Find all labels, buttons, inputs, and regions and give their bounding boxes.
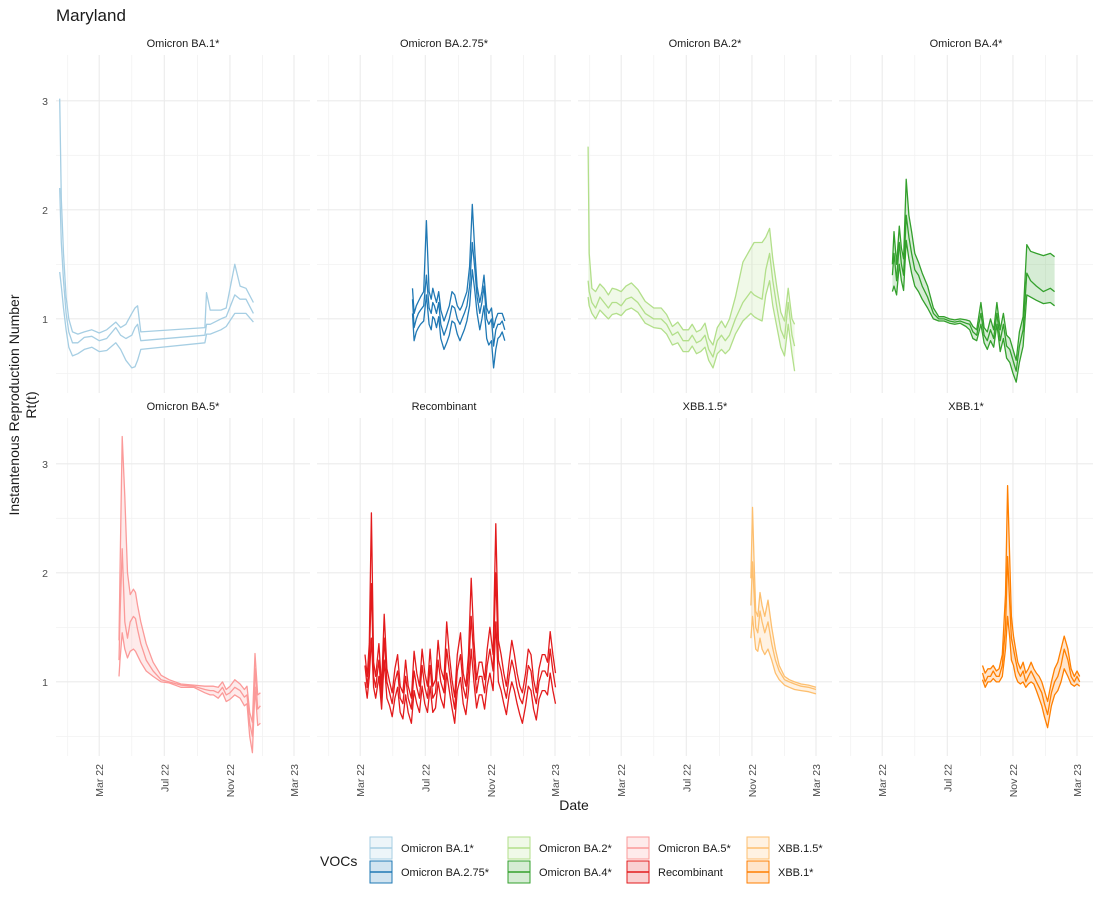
legend-label: Recombinant bbox=[658, 867, 723, 879]
x-tick-label: Jul 22 bbox=[159, 764, 171, 792]
legend-label: Omicron BA.4* bbox=[539, 867, 612, 879]
estimate-line bbox=[59, 187, 254, 344]
x-tick-label: Nov 22 bbox=[225, 764, 237, 797]
confidence-ribbon bbox=[750, 507, 816, 694]
x-tick-label: Mar 22 bbox=[355, 764, 367, 797]
legend-item: Omicron BA.1* bbox=[369, 836, 474, 860]
legend-label: Omicron BA.5* bbox=[658, 843, 731, 855]
facet-panel: Recombinant Mar 22 Jul 22 Nov 22 Mar 23 bbox=[317, 401, 571, 797]
legend-title: VOCs bbox=[320, 853, 357, 869]
estimate-line bbox=[750, 561, 817, 691]
facet-strip-label: Omicron BA.5* bbox=[147, 401, 220, 413]
x-tick-label: Nov 22 bbox=[747, 764, 759, 797]
x-tick-label: Mar 23 bbox=[550, 764, 562, 797]
estimate-line bbox=[587, 252, 796, 358]
upper-bound-line bbox=[364, 512, 557, 699]
y-tick-label: 1 bbox=[42, 677, 48, 689]
y-tick-label: 3 bbox=[42, 96, 48, 108]
legend-item: Omicron BA.4* bbox=[507, 860, 612, 884]
confidence-ribbon bbox=[982, 485, 1080, 728]
legend-label: XBB.1* bbox=[778, 867, 814, 879]
upper-bound-line bbox=[981, 484, 1081, 703]
lower-bound-line bbox=[411, 269, 506, 369]
facet-strip-label: XBB.1* bbox=[948, 401, 984, 413]
legend-label: XBB.1.5* bbox=[778, 843, 823, 855]
x-axis-title: Date bbox=[559, 797, 589, 813]
upper-bound-line bbox=[891, 178, 1055, 361]
legend-label: Omicron BA.2* bbox=[539, 843, 612, 855]
y-tick-label: 1 bbox=[42, 314, 48, 326]
y-tick-label: 3 bbox=[42, 459, 48, 471]
facet-panel: Omicron BA.4* bbox=[839, 38, 1093, 393]
estimate-line bbox=[891, 214, 1055, 372]
facet-strip-label: XBB.1.5* bbox=[683, 401, 728, 413]
facet-strip-label: Omicron BA.4* bbox=[930, 38, 1003, 50]
facet-strip-label: Recombinant bbox=[412, 401, 477, 413]
y-tick-label: 2 bbox=[42, 568, 48, 580]
legend-label: Omicron BA.1* bbox=[401, 843, 474, 855]
y-axis-title-line-1: Instantenous Reproduction Number bbox=[6, 294, 22, 515]
lower-bound-line bbox=[59, 271, 254, 369]
legend-item: Omicron BA.2* bbox=[507, 836, 612, 860]
x-tick-label: Mar 22 bbox=[877, 764, 889, 797]
x-tick-label: Mar 22 bbox=[94, 764, 106, 797]
legend-item: XBB.1* bbox=[746, 860, 814, 884]
legend-item: Omicron BA.5* bbox=[626, 836, 731, 860]
facet-panel: Omicron BA.2.75* bbox=[317, 38, 571, 393]
x-tick-label: Nov 22 bbox=[486, 764, 498, 797]
estimate-line bbox=[411, 241, 506, 347]
estimate-line bbox=[364, 572, 557, 710]
upper-bound-line bbox=[750, 506, 817, 688]
upper-bound-line bbox=[118, 435, 261, 723]
facet-strip-label: Omicron BA.1* bbox=[147, 38, 220, 50]
x-tick-label: Mar 23 bbox=[811, 764, 823, 797]
y-tick-label: 2 bbox=[42, 205, 48, 217]
lower-bound-line bbox=[118, 632, 261, 754]
x-tick-label: Jul 22 bbox=[681, 764, 693, 792]
legend: Omicron BA.1* Omicron BA.2.75* Omicron BA.… bbox=[369, 836, 823, 884]
x-tick-label: Mar 23 bbox=[289, 764, 301, 797]
estimate-line bbox=[118, 548, 261, 738]
upper-bound-line bbox=[587, 146, 796, 346]
facet-panel: Omicron BA.5* 1 2 3 Mar 22 Jul 22 Nov 22 Mar 23 bbox=[42, 401, 310, 797]
legend-item: Omicron BA.2.75* bbox=[369, 860, 490, 884]
confidence-ribbon bbox=[119, 436, 261, 753]
x-tick-label: Mar 22 bbox=[616, 764, 628, 797]
facet-panel: Omicron BA.2* bbox=[578, 38, 832, 393]
facet-panels: Omicron BA.1* 1 2 3 Omicron BA.2.75* Omicron … bbox=[42, 38, 1093, 797]
upper-bound-line bbox=[59, 98, 254, 335]
x-tick-label: Nov 22 bbox=[1008, 764, 1020, 797]
x-tick-label: Jul 22 bbox=[420, 764, 432, 792]
legend-label: Omicron BA.2.75* bbox=[401, 867, 490, 879]
legend-item: Recombinant bbox=[626, 860, 723, 884]
facet-panel: Omicron BA.1* 1 2 3 bbox=[42, 38, 310, 393]
facet-strip-label: Omicron BA.2.75* bbox=[400, 38, 489, 50]
lower-bound-line bbox=[981, 615, 1081, 729]
lower-bound-line bbox=[891, 239, 1055, 383]
x-tick-label: Jul 22 bbox=[942, 764, 954, 792]
lower-bound-line bbox=[587, 280, 796, 372]
lower-bound-line bbox=[750, 615, 817, 695]
y-axis-title-line-2: Rt(t) bbox=[23, 391, 39, 418]
legend-item: XBB.1.5* bbox=[746, 836, 823, 860]
facet-strip-label: Omicron BA.2* bbox=[669, 38, 742, 50]
facet-panel: XBB.1* Mar 22 Jul 22 Nov 22 Mar 23 bbox=[839, 401, 1093, 797]
upper-bound-line bbox=[411, 203, 506, 329]
lower-bound-line bbox=[364, 621, 557, 724]
facet-panel: XBB.1.5* Mar 22 Jul 22 Nov 22 Mar 23 bbox=[578, 401, 832, 797]
x-tick-label: Mar 23 bbox=[1072, 764, 1084, 797]
estimate-line bbox=[981, 555, 1081, 716]
page-title: Maryland bbox=[56, 6, 126, 25]
